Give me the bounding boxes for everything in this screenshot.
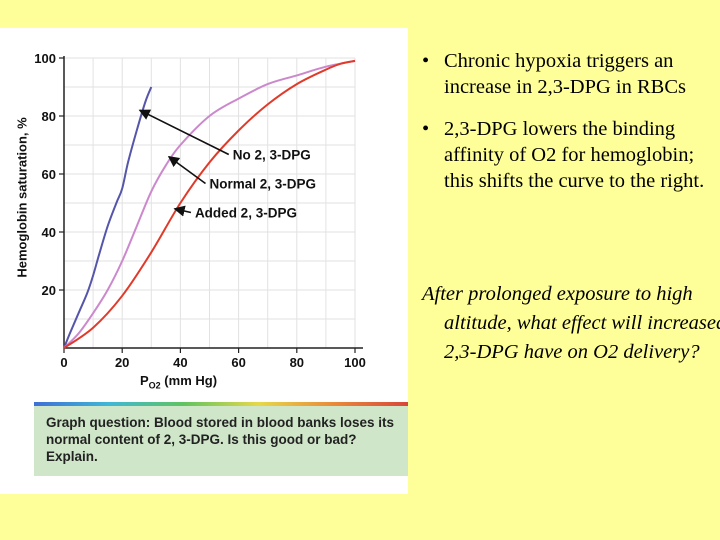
x-tick-label: 0 <box>60 355 67 370</box>
x-axis-label: PO2 (mm Hg) <box>140 373 218 391</box>
bullet-text: Chronic hypoxia triggers an increase in … <box>444 50 686 98</box>
annotation-label: Added 2, 3-DPG <box>195 206 297 221</box>
bullet-list: • Chronic hypoxia triggers an increase in… <box>422 48 718 210</box>
x-tick-label: 20 <box>115 355 129 370</box>
x-tick-label: 80 <box>290 355 304 370</box>
y-tick-label: 100 <box>34 51 56 66</box>
x-tick-label: 100 <box>344 355 366 370</box>
bullet-item: • Chronic hypoxia triggers an increase in… <box>422 48 718 100</box>
y-axis-label: Hemoglobin saturation, % <box>14 117 30 278</box>
graph-question-text: Graph question: Blood stored in blood ba… <box>46 415 395 464</box>
annotation-arrow <box>138 109 230 156</box>
x-tick-label: 60 <box>231 355 245 370</box>
figure-panel: 0 20 40 60 80 100 20 40 60 80 100 No 2, 3-DPG Normal… <box>0 28 408 494</box>
y-tick-label: 80 <box>42 109 56 124</box>
y-tick-label: 60 <box>42 167 56 182</box>
bullet-item: • 2,3-DPG lowers the binding affinity of … <box>422 116 718 194</box>
bullet-text: 2,3-DPG lowers the binding affinity of O… <box>444 118 705 192</box>
slide-question: After prolonged exposure to high altitud… <box>422 283 720 363</box>
bullet-dot: • <box>422 50 430 72</box>
curve-added-dpg <box>63 59 356 349</box>
bullet-dot: • <box>422 118 430 140</box>
x-tick-label: 40 <box>173 355 187 370</box>
curve-normal-dpg <box>63 59 356 349</box>
rainbow-border <box>34 402 408 406</box>
chart: 0 20 40 60 80 100 20 40 60 80 100 No 2, 3-DPG Normal… <box>34 51 366 370</box>
annotation-arrow <box>173 205 192 217</box>
annotation-label: Normal 2, 3-DPG <box>210 177 317 192</box>
y-tick-label: 40 <box>42 225 56 240</box>
graph-question-box: Graph question: Blood stored in blood ba… <box>34 402 408 476</box>
annotation-arrow <box>167 155 206 185</box>
curve-no-dpg <box>63 86 153 349</box>
y-tick-label: 20 <box>42 283 56 298</box>
annotation-label: No 2, 3-DPG <box>233 148 311 163</box>
